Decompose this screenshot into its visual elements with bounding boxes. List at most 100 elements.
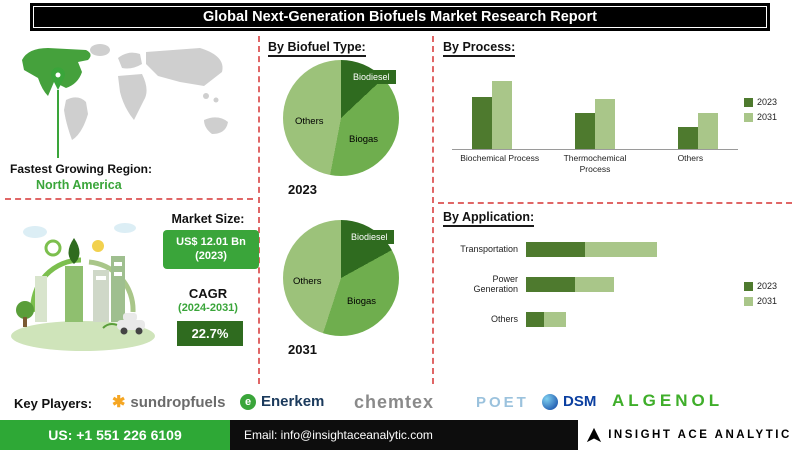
process-bar-group bbox=[575, 99, 615, 149]
footer-brand-text: INSIGHT ACE ANALYTIC bbox=[608, 429, 792, 441]
leaf-circle-icon: e bbox=[240, 393, 256, 410]
process-category-label: Others bbox=[677, 153, 704, 163]
process-category-label: Thermochemical Process bbox=[563, 153, 627, 174]
legend-item: 2023 bbox=[744, 281, 777, 291]
divider-vertical-right bbox=[432, 36, 434, 384]
application-segment-2031 bbox=[575, 276, 614, 292]
section-heading-application: By Application: bbox=[443, 210, 535, 227]
building-tower bbox=[65, 266, 83, 322]
pie-slice-label-others: Others bbox=[293, 276, 322, 287]
location-pin-dot bbox=[55, 72, 61, 78]
application-row: Others bbox=[446, 311, 746, 327]
header-bar: Global Next-Generation Biofuels Market R… bbox=[30, 3, 770, 31]
process-bar-2031 bbox=[698, 113, 718, 149]
legend-item: 2031 bbox=[744, 296, 777, 306]
cloud-icon bbox=[23, 226, 47, 238]
pie-slice-label-biodiesel: Biodiesel bbox=[347, 70, 396, 84]
map-greenland bbox=[90, 44, 110, 56]
logo-chemtex: chemtex bbox=[354, 392, 434, 413]
sun-icon: ✱ bbox=[112, 393, 126, 411]
building bbox=[93, 270, 109, 322]
car-roof bbox=[123, 313, 137, 321]
market-size-label: Market Size: bbox=[171, 212, 245, 226]
footer-email: Email: info@insightaceanalytic.com bbox=[230, 420, 578, 450]
section-heading-process: By Process: bbox=[443, 40, 516, 57]
map-islands bbox=[213, 97, 219, 103]
gear-icon bbox=[44, 239, 62, 257]
logo-dsm: DSM bbox=[542, 393, 596, 410]
process-bar-2031 bbox=[492, 81, 512, 149]
insight-ace-logo-icon bbox=[587, 427, 602, 443]
tree-icon bbox=[16, 301, 34, 319]
application-segment-2023 bbox=[526, 276, 575, 292]
map-australia bbox=[204, 117, 228, 134]
page-title: Global Next-Generation Biofuels Market R… bbox=[33, 6, 767, 28]
application-bar bbox=[526, 311, 566, 327]
legend-label: 2023 bbox=[757, 97, 778, 107]
process-plot bbox=[452, 68, 738, 150]
legend-label: 2031 bbox=[757, 112, 778, 122]
building-window bbox=[114, 272, 122, 276]
legend-item: 2031 bbox=[744, 112, 777, 122]
application-row: Transportation bbox=[446, 242, 746, 257]
eco-city-illustration bbox=[11, 223, 155, 351]
map-africa bbox=[118, 74, 147, 120]
pie-year-2023: 2023 bbox=[288, 182, 317, 197]
legend-swatch bbox=[744, 281, 753, 291]
key-players-label: Key Players: bbox=[14, 396, 93, 411]
car-wheel bbox=[120, 327, 128, 335]
tree-trunk bbox=[23, 317, 27, 327]
dsm-globe-icon bbox=[542, 393, 558, 410]
logo-algenol-text: ALGENOL bbox=[612, 391, 724, 410]
building-window bbox=[96, 276, 106, 280]
logo-algenol: ALGENOL bbox=[612, 391, 723, 411]
legend-swatch bbox=[744, 296, 753, 306]
fastest-region-label: Fastest Growing Region: bbox=[10, 162, 153, 176]
process-bar-group bbox=[678, 113, 718, 149]
section-heading-biofuel-type: By Biofuel Type: bbox=[268, 40, 366, 57]
building bbox=[35, 276, 47, 322]
process-bar-group bbox=[472, 81, 512, 149]
fastest-region-value: North America bbox=[36, 178, 122, 192]
application-category-label: Power Generation bbox=[473, 274, 518, 295]
leaf-drop-icon bbox=[68, 238, 80, 264]
process-bar-2023 bbox=[575, 113, 595, 149]
application-segment-2031 bbox=[585, 242, 657, 257]
map-islands bbox=[203, 93, 209, 99]
cagr-label: CAGR bbox=[188, 286, 228, 301]
logo-enerkem: e Enerkem bbox=[240, 393, 324, 410]
cagr-period: (2024-2031) bbox=[178, 302, 238, 314]
application-rows: Transportation Power Generation Others bbox=[446, 242, 746, 344]
pie-slice-label-biodiesel: Biodiesel bbox=[345, 230, 394, 244]
cagr-value: 22.7% bbox=[177, 321, 243, 346]
footer-phone: US: +1 551 226 6109 bbox=[0, 420, 230, 450]
process-legend: 2023 2031 bbox=[744, 97, 777, 122]
market-size-value: US$ 12.01 Bn (2023) bbox=[163, 230, 259, 269]
pie-chart-2031: Biodiesel Biogas Others bbox=[283, 220, 399, 336]
logo-sundropfuels-text: sundropfuels bbox=[130, 394, 226, 411]
car-wheel bbox=[135, 327, 143, 335]
application-segment-2031 bbox=[544, 311, 566, 327]
divider-horizontal-left bbox=[5, 198, 253, 200]
pie-slice-label-others: Others bbox=[295, 116, 324, 127]
application-row: Power Generation bbox=[446, 274, 746, 295]
legend-label: 2023 bbox=[757, 281, 778, 291]
logo-chemtex-text: chemtex bbox=[354, 392, 435, 412]
logo-dsm-text: DSM bbox=[563, 393, 597, 410]
world-map bbox=[22, 44, 228, 158]
logo-poet: POET bbox=[476, 394, 529, 411]
process-categories: Biochemical Process Thermochemical Proces… bbox=[452, 153, 738, 174]
divider-horizontal-right bbox=[438, 202, 792, 204]
legend-label: 2031 bbox=[757, 296, 778, 306]
logo-poet-text: POET bbox=[476, 394, 529, 411]
map-asia bbox=[146, 48, 223, 86]
building-window bbox=[114, 262, 122, 266]
process-bar-2023 bbox=[472, 97, 492, 149]
logo-sundropfuels: ✱ sundropfuels bbox=[112, 394, 225, 411]
cable bbox=[102, 323, 118, 329]
legend-swatch bbox=[744, 112, 753, 122]
process-bar-2031 bbox=[595, 99, 615, 149]
logo-enerkem-text: Enerkem bbox=[261, 393, 325, 410]
application-segment-2023 bbox=[526, 311, 544, 327]
pie-slice-label-biogas: Biogas bbox=[349, 134, 379, 145]
